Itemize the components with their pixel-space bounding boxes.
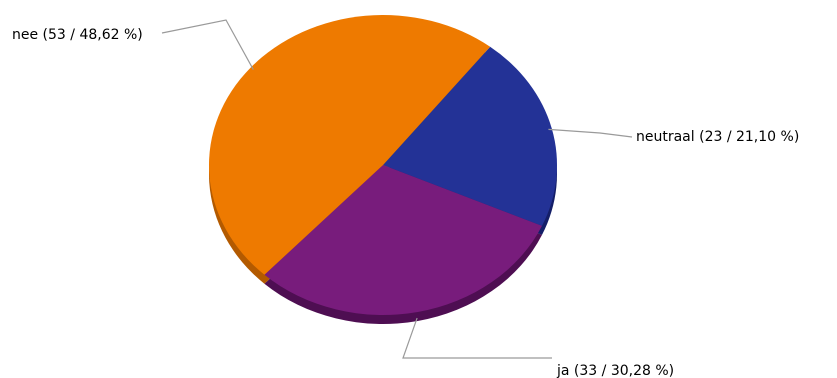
leader-line-ja: [402, 317, 552, 359]
pie-slice-ja: [264, 165, 543, 315]
pie-slices: [209, 15, 558, 315]
pie-slice-nee: [209, 15, 491, 275]
slice-label-ja: ja (33 / 30,28 %): [556, 363, 674, 378]
leader-line-nee: [161, 19, 254, 70]
slice-label-neutraal: neutraal (23 / 21,10 %): [636, 129, 799, 145]
pie-slice-neutraal: [383, 46, 558, 226]
slice-labels: neutraal (23 / 21,10 %) ja (33 / 30,28 %…: [12, 27, 799, 378]
leader-lines: [161, 19, 633, 359]
leader-line-neutraal: [548, 128, 633, 138]
slice-label-nee: nee (53 / 48,62 %): [12, 27, 143, 43]
